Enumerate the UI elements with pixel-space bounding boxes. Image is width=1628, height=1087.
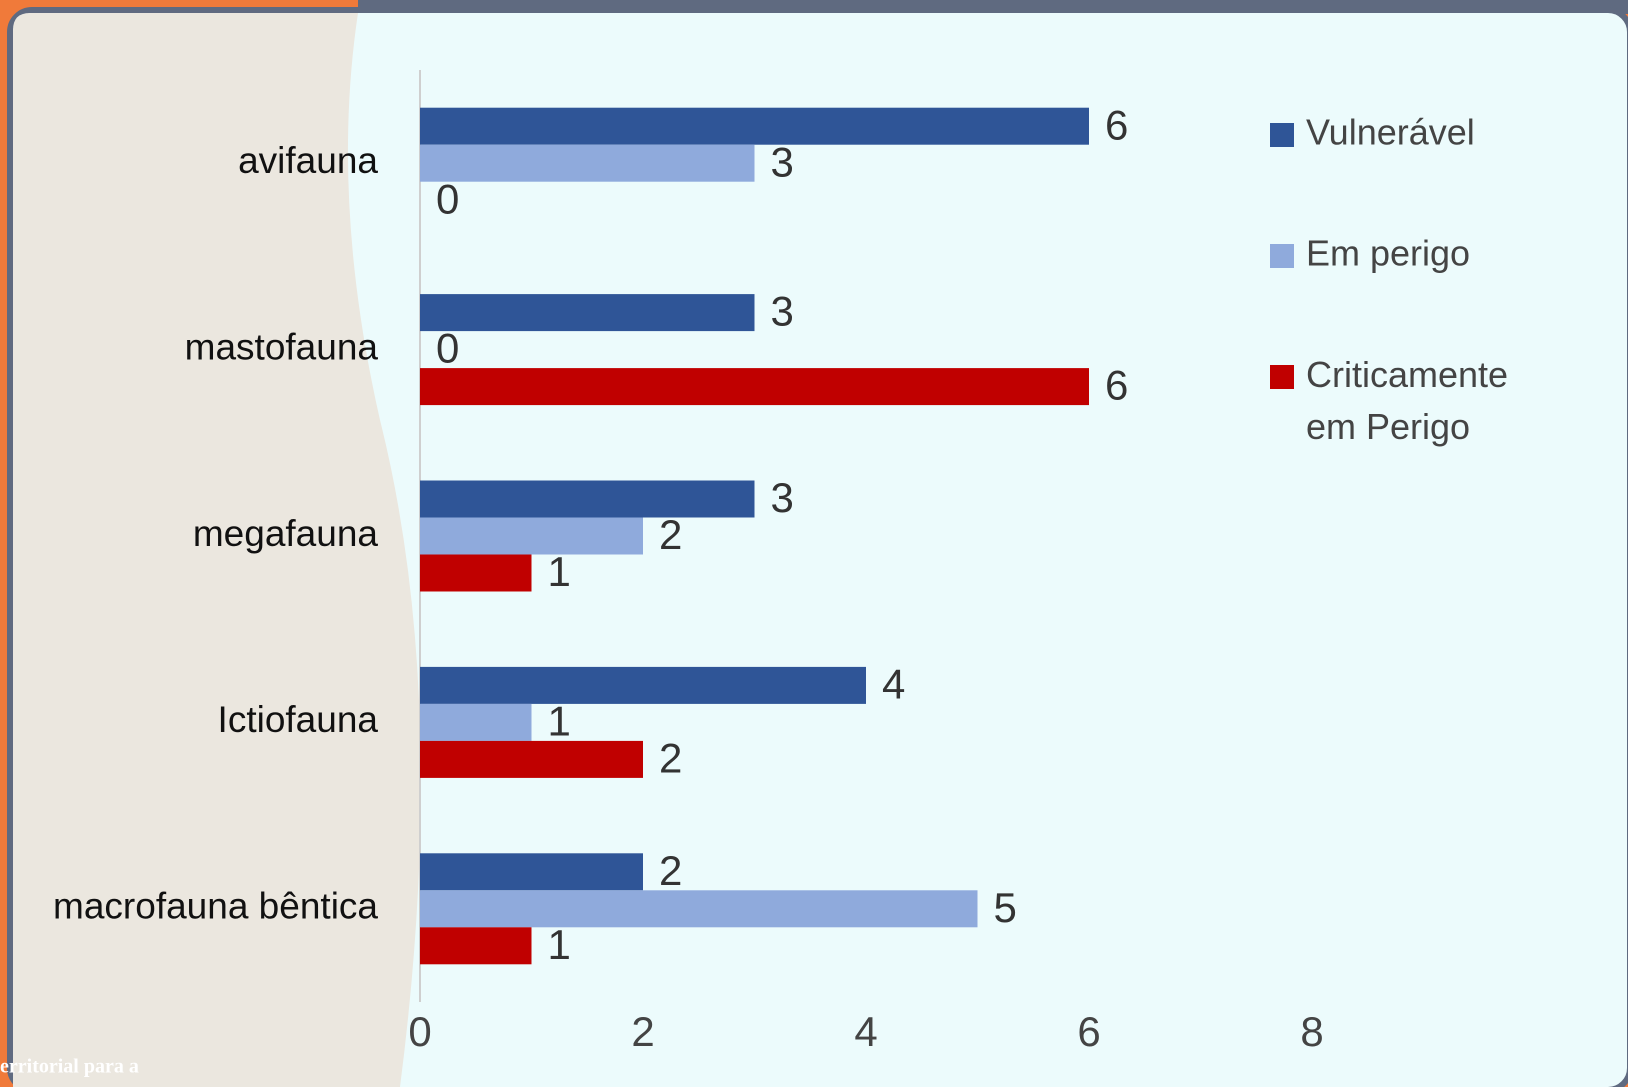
data-label: 1 xyxy=(548,921,571,968)
category-label: mastofauna xyxy=(185,326,379,367)
background-text: erritorial para a xyxy=(0,1056,139,1078)
category-label: Ictiofauna xyxy=(218,699,379,740)
bar xyxy=(420,853,643,891)
data-label: 3 xyxy=(771,138,794,185)
data-label: 0 xyxy=(436,175,459,222)
bar xyxy=(420,368,1089,406)
data-label: 0 xyxy=(436,325,459,372)
data-label: 3 xyxy=(771,288,794,335)
category-label: avifauna xyxy=(238,140,378,181)
data-label: 2 xyxy=(659,847,682,894)
category-label: megafauna xyxy=(193,513,379,554)
category-label: macrofauna bêntica xyxy=(53,886,378,927)
data-label: 2 xyxy=(659,734,682,781)
x-tick-label: 4 xyxy=(854,1008,877,1055)
decor-shape xyxy=(13,13,421,1087)
bar xyxy=(420,294,755,332)
bar xyxy=(420,517,643,555)
bar xyxy=(420,740,643,778)
data-label: 5 xyxy=(994,884,1017,931)
bar xyxy=(420,480,755,518)
bar xyxy=(420,144,755,182)
x-tick-label: 2 xyxy=(631,1008,654,1055)
legend-swatch xyxy=(1270,365,1294,389)
data-label: 6 xyxy=(1105,362,1128,409)
x-tick-label: 8 xyxy=(1300,1008,1323,1055)
data-label: 6 xyxy=(1105,101,1128,148)
bar xyxy=(420,890,978,928)
legend-swatch xyxy=(1270,244,1294,268)
bar xyxy=(420,107,1089,145)
x-tick-label: 6 xyxy=(1077,1008,1100,1055)
legend-swatch xyxy=(1270,123,1294,147)
data-label: 1 xyxy=(548,697,571,744)
data-label: 4 xyxy=(882,660,905,707)
bar xyxy=(420,666,866,704)
bar xyxy=(420,703,532,741)
bar xyxy=(420,554,532,592)
legend-label: Vulnerável xyxy=(1306,112,1475,153)
data-label: 2 xyxy=(659,511,682,558)
legend-label: Criticamente em Perigo xyxy=(1306,354,1508,447)
data-label: 3 xyxy=(771,474,794,521)
data-label: 1 xyxy=(548,548,571,595)
bar xyxy=(420,927,532,965)
x-tick-label: 0 xyxy=(408,1008,431,1055)
plot: 0 2 4 6 8 avifauna 6 3 0 mastofauna 3 0 6 megafauna 3 2… xyxy=(53,70,1508,1055)
legend-label: Em perigo xyxy=(1306,233,1470,274)
